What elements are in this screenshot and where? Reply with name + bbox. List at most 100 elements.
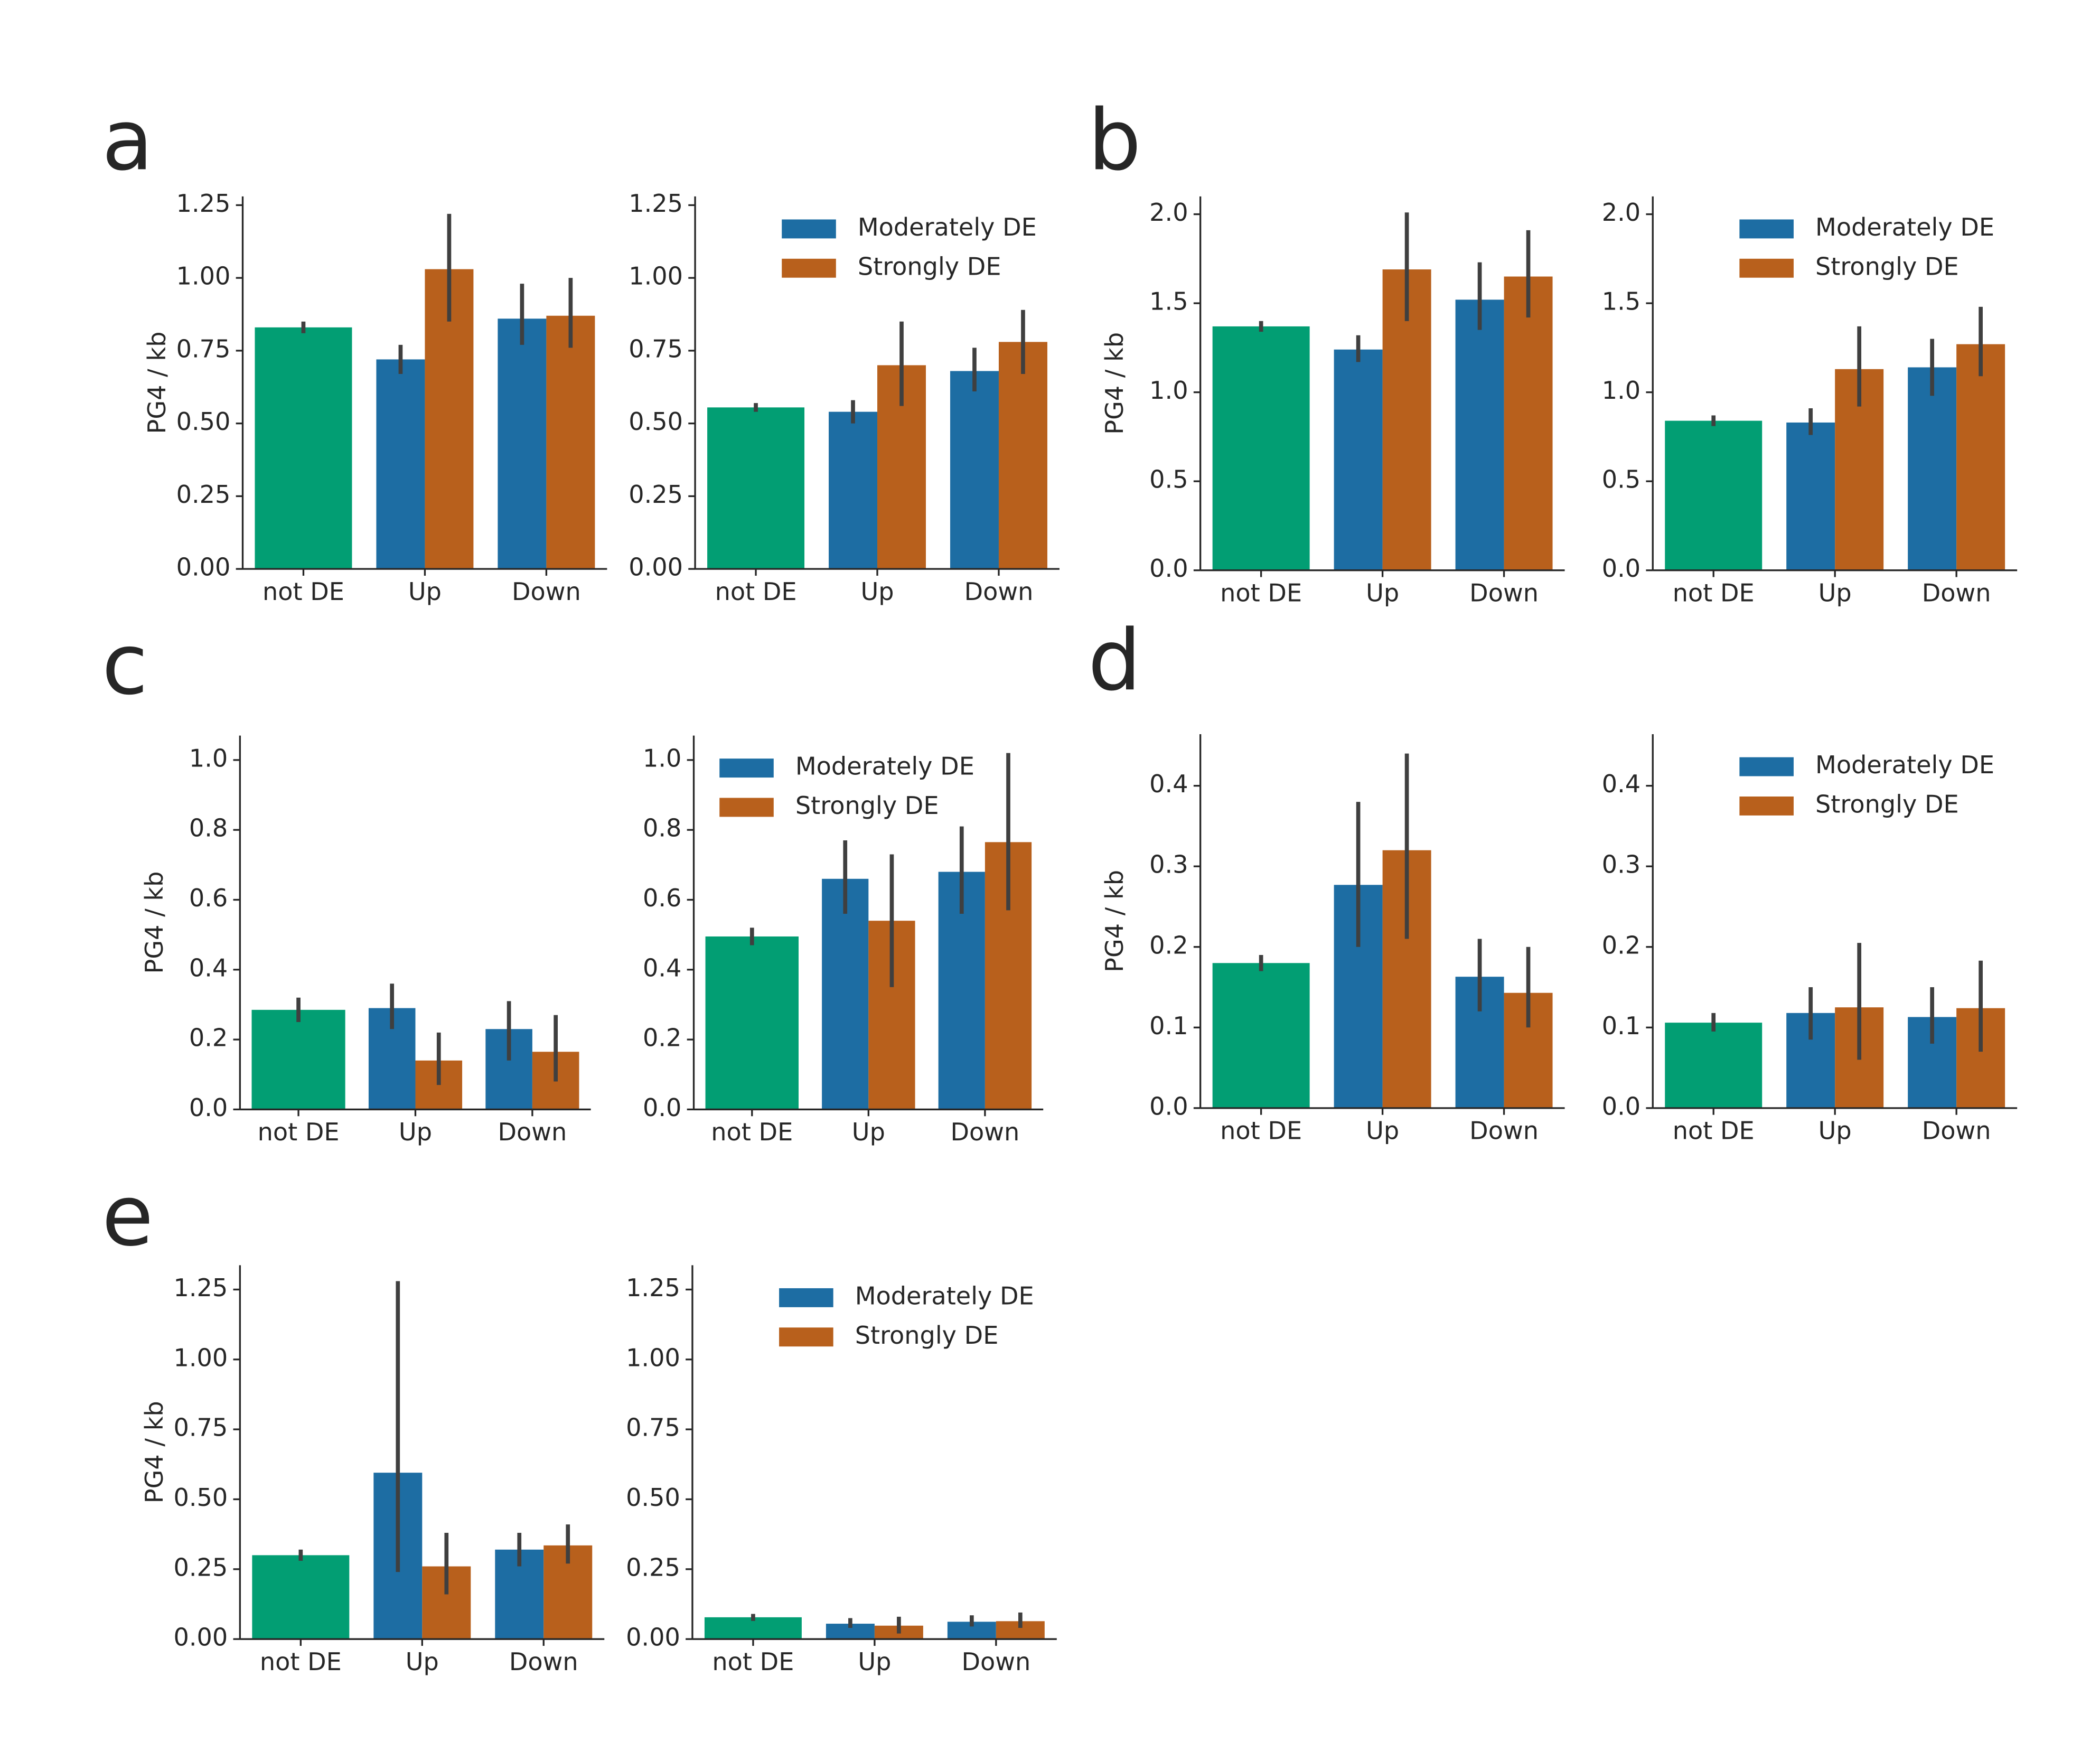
legend-label: Strongly DE	[795, 791, 939, 820]
y-tick-label: 0.00	[173, 1623, 228, 1652]
legend-swatch	[782, 258, 836, 278]
panel-letter: b	[1088, 91, 1141, 189]
legend-label: Strongly DE	[1815, 252, 1959, 280]
y-tick-label: 0.75	[629, 334, 683, 363]
bar	[255, 327, 352, 569]
y-tick-label: 0.0	[643, 1093, 681, 1122]
y-tick-label: 0.0	[1149, 1092, 1188, 1120]
bar	[376, 359, 425, 569]
y-tick-label: 0.25	[629, 480, 683, 509]
x-tick-label: not DE	[1673, 1117, 1755, 1145]
bar	[998, 342, 1047, 569]
y-tick-label: 0.25	[173, 1553, 228, 1581]
x-tick-label: not DE	[1673, 578, 1755, 607]
y-tick-label: 0.1	[1149, 1011, 1188, 1040]
bar	[1908, 367, 1957, 570]
y-tick-label: 0.6	[189, 884, 228, 912]
y-tick-label: 0.25	[176, 480, 231, 509]
y-tick-label: 1.25	[176, 189, 231, 218]
legend-label: Moderately DE	[855, 1281, 1034, 1310]
y-axis-label: PG4 / kb	[140, 872, 168, 974]
x-tick-label: not DE	[258, 1118, 340, 1146]
legend-swatch	[1739, 796, 1794, 816]
y-tick-label: 0.50	[176, 407, 231, 436]
y-tick-label: 0.3	[1149, 850, 1188, 879]
x-tick-label: not DE	[715, 577, 797, 606]
y-tick-label: 1.25	[629, 189, 683, 218]
x-tick-label: Up	[408, 577, 442, 606]
x-tick-label: Up	[1366, 1117, 1399, 1145]
y-tick-label: 0.2	[1149, 931, 1188, 959]
x-tick-label: Down	[951, 1118, 1020, 1146]
y-tick-label: 2.0	[1149, 198, 1188, 227]
y-tick-label: 1.5	[1149, 287, 1188, 316]
x-tick-label: not DE	[260, 1647, 342, 1676]
x-tick-label: Down	[509, 1647, 578, 1676]
legend-label: Strongly DE	[858, 252, 1001, 280]
y-tick-label: 0.75	[626, 1413, 680, 1442]
legend-swatch	[1739, 757, 1794, 776]
legend-label: Moderately DE	[795, 752, 974, 781]
y-tick-label: 0.8	[643, 814, 681, 842]
y-tick-label: 0.5	[1602, 465, 1640, 494]
bar	[707, 407, 805, 569]
panel-letter: a	[102, 91, 153, 189]
legend-swatch	[719, 758, 774, 778]
y-tick-label: 0.4	[643, 953, 681, 982]
y-tick-label: 0.00	[176, 553, 231, 582]
panel-letter: d	[1088, 612, 1141, 709]
y-tick-label: 0.2	[643, 1024, 681, 1052]
y-tick-label: 1.0	[1149, 376, 1188, 405]
y-tick-label: 0.50	[626, 1483, 680, 1512]
y-tick-label: 0.2	[1602, 931, 1640, 959]
y-tick-label: 0.75	[176, 334, 231, 363]
y-tick-label: 1.25	[626, 1273, 680, 1302]
y-tick-label: 0.75	[173, 1413, 228, 1442]
x-tick-label: Up	[852, 1118, 885, 1146]
y-tick-label: 2.0	[1602, 198, 1640, 227]
x-tick-label: Down	[1922, 578, 1991, 607]
y-tick-label: 0.00	[629, 553, 683, 582]
x-tick-label: Down	[512, 577, 581, 606]
y-tick-label: 0.0	[189, 1093, 228, 1122]
x-tick-label: Down	[1469, 578, 1539, 607]
y-tick-label: 0.4	[1602, 770, 1640, 798]
x-tick-label: not DE	[712, 1647, 794, 1676]
bar	[1455, 299, 1504, 570]
y-tick-label: 1.0	[1602, 376, 1640, 405]
x-tick-label: Up	[1366, 578, 1399, 607]
legend-label: Moderately DE	[1815, 213, 1994, 241]
y-tick-label: 0.6	[643, 884, 681, 912]
bar	[1665, 1023, 1762, 1108]
x-tick-label: Down	[961, 1647, 1030, 1676]
bar	[950, 371, 999, 569]
legend-swatch	[782, 219, 836, 239]
y-tick-label: 0.50	[173, 1483, 228, 1512]
y-axis-label: PG4 / kb	[1100, 332, 1129, 435]
y-tick-label: 1.25	[173, 1273, 228, 1302]
y-tick-label: 1.00	[176, 262, 231, 291]
bar	[498, 319, 547, 569]
x-tick-label: not DE	[262, 577, 344, 606]
bar	[1504, 276, 1553, 570]
x-tick-label: Down	[964, 577, 1034, 606]
y-axis-label: PG4 / kb	[140, 1401, 168, 1503]
legend-swatch	[1739, 219, 1794, 239]
bar	[1212, 963, 1310, 1108]
legend-label: Strongly DE	[855, 1321, 999, 1350]
legend-label: Moderately DE	[1815, 751, 1994, 779]
legend-swatch	[779, 1288, 833, 1307]
y-tick-label: 0.25	[626, 1553, 680, 1581]
y-tick-label: 1.0	[643, 744, 681, 772]
x-tick-label: Down	[1469, 1117, 1539, 1145]
legend-swatch	[1739, 258, 1794, 278]
y-tick-label: 1.00	[629, 262, 683, 291]
y-tick-label: 1.00	[173, 1343, 228, 1372]
x-tick-label: Down	[1922, 1117, 1991, 1145]
y-tick-label: 1.00	[626, 1343, 680, 1372]
bar	[1665, 420, 1762, 570]
x-tick-label: Up	[399, 1118, 432, 1146]
bar	[829, 411, 878, 569]
bar	[822, 878, 869, 1110]
